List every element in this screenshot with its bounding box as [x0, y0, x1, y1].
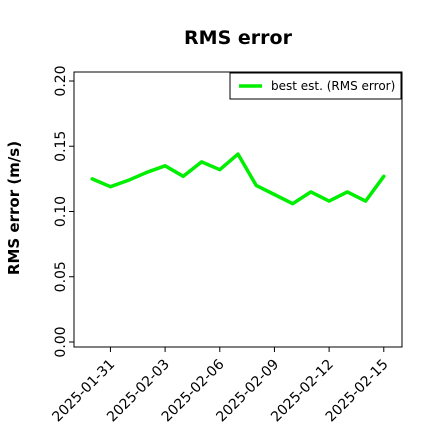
y-tick-label: 0.10	[53, 196, 69, 227]
y-tick-label: 0.00	[53, 326, 69, 357]
y-axis-label: RMS error (m/s)	[5, 141, 23, 275]
y-tick-label: 0.15	[53, 131, 69, 162]
chart-title: RMS error	[184, 27, 293, 49]
series-line	[90, 152, 386, 206]
y-tick-label: 0.20	[53, 65, 69, 96]
y-tick-label: 0.05	[53, 261, 69, 292]
plot-frame	[73, 71, 403, 348]
legend-label: best est. (RMS error)	[271, 79, 395, 93]
plot-area: 0.000.050.100.150.202025-01-312025-02-03…	[49, 65, 403, 425]
